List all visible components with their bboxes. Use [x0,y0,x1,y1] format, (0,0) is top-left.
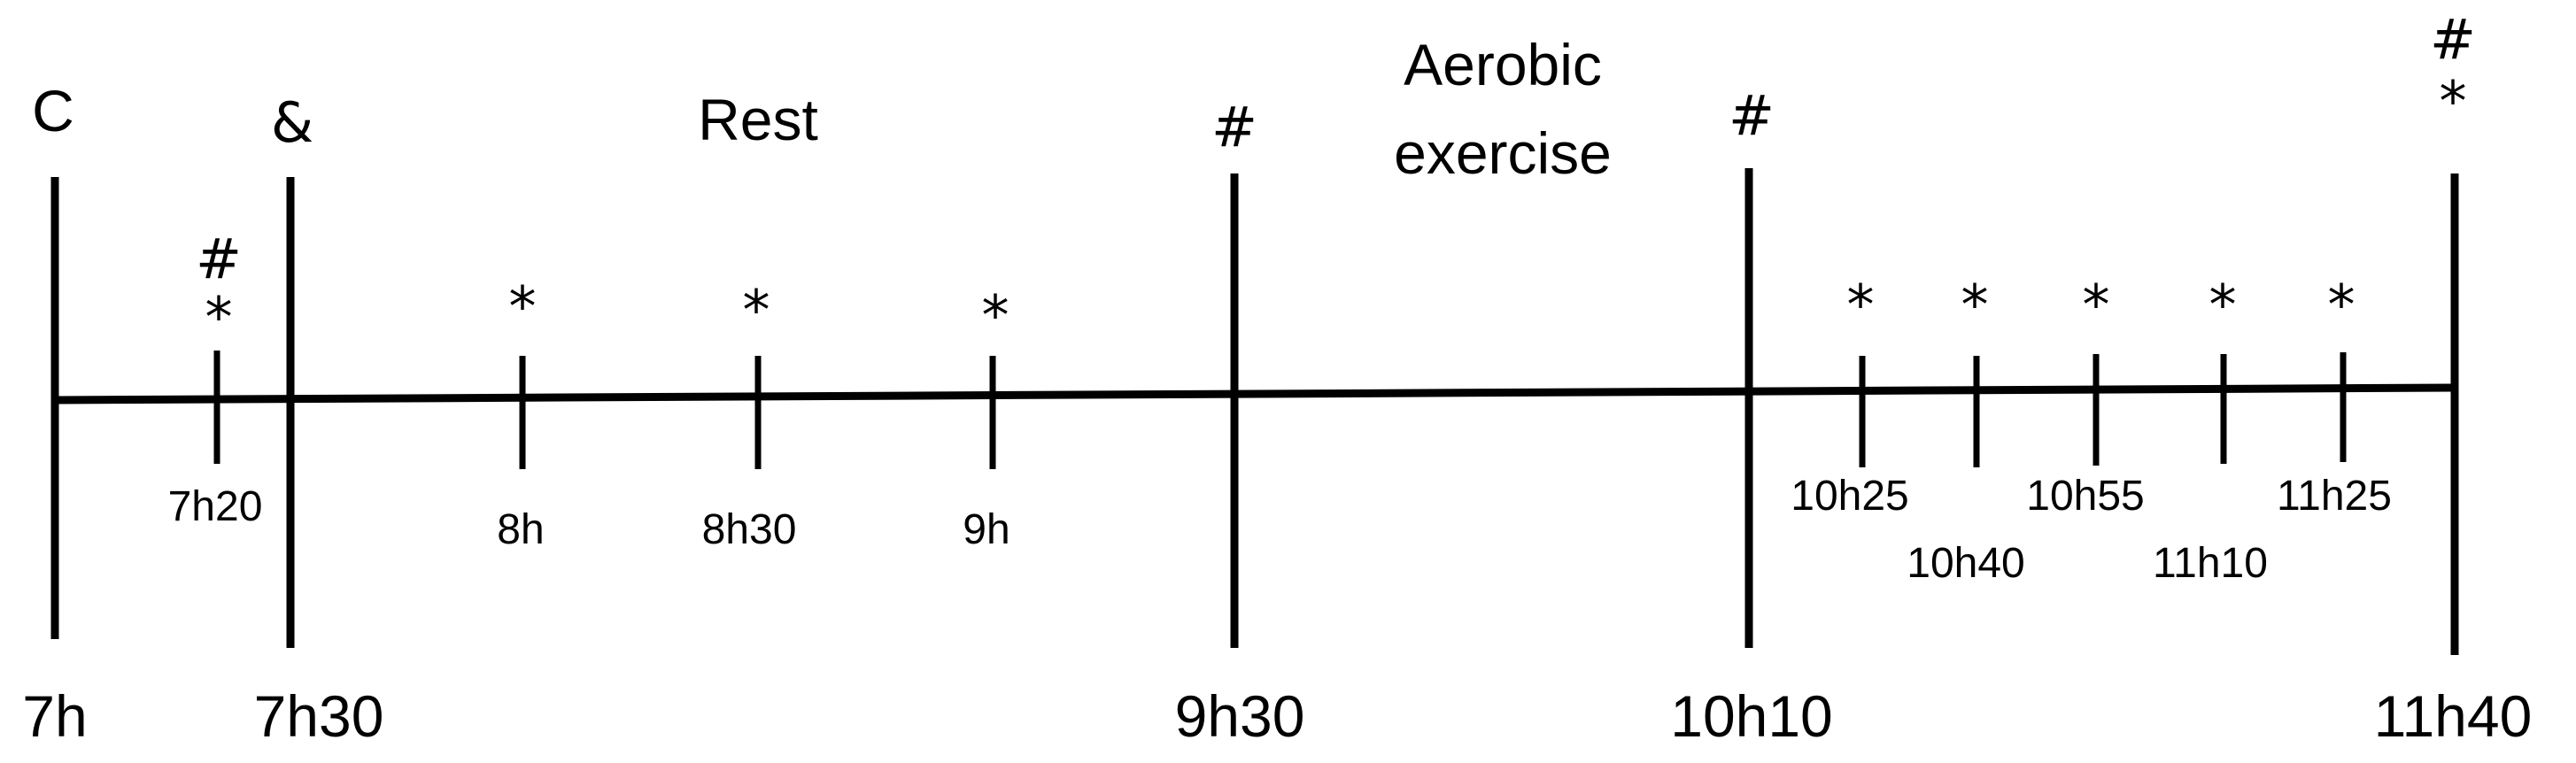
minor-tick-8h30: * 8h30 [702,278,797,553]
major-tick-10h10: # 10h10 [1670,83,1833,749]
asterisk-marker: * [2328,273,2356,337]
condition-label: C [32,78,74,143]
hash-marker: # [1729,83,1775,148]
major-time-label: 10h10 [1670,683,1833,749]
minor-time-label: 9h [963,506,1010,553]
asterisk-marker: * [1847,273,1875,337]
asterisk-marker: * [2209,273,2237,337]
minor-time-label: 10h55 [2026,473,2144,520]
asterisk-marker: * [2083,273,2110,337]
asterisk-marker: * [982,283,1010,348]
major-tick-9h30: # 9h30 [1175,95,1305,749]
minor-time-label: 11h10 [2153,540,2268,587]
hash-marker: # [196,227,242,291]
minor-tick-11h10: * 11h10 [2153,273,2268,587]
minor-time-label: 10h25 [1791,473,1908,520]
ampersand-marker: & [271,90,313,155]
aerobic-phase-label-line2: exercise [1394,120,1612,186]
major-time-label: 9h30 [1175,683,1305,749]
hash-marker: # [2430,7,2476,72]
major-tick-11h40: # * 11h40 [2374,7,2533,749]
minor-time-label: 11h25 [2277,473,2392,520]
aerobic-phase-label-line1: Aerobic [1404,32,1602,97]
major-tick-7h30: & 7h30 [254,90,384,749]
minor-time-label: 8h [497,506,544,553]
minor-time-label: 10h40 [1907,540,2024,587]
major-time-label: 11h40 [2374,683,2533,749]
asterisk-marker: * [509,274,537,339]
minor-tick-10h55: * 10h55 [2026,273,2144,520]
timeline-axis [54,383,2456,405]
major-time-label: 7h [22,683,87,749]
asterisk-marker: * [1961,273,1989,337]
asterisk-marker: * [2440,69,2467,134]
major-time-label: 7h30 [254,683,384,749]
minor-tick-10h40: * 10h40 [1907,273,2024,587]
asterisk-marker: * [743,278,770,343]
minor-tick-7h20: # * 7h20 [168,227,263,530]
minor-tick-8h: * 8h [497,274,544,553]
minor-time-label: 7h20 [168,483,263,530]
rest-phase-label: Rest [698,87,818,152]
minor-time-label: 8h30 [702,506,797,553]
minor-tick-11h25: * 11h25 [2277,273,2392,520]
minor-tick-9h: * 9h [963,283,1010,553]
asterisk-marker: * [205,285,233,350]
major-tick-7h: 7h [22,177,88,749]
hash-marker: # [1211,95,1257,159]
minor-tick-10h25: * 10h25 [1791,273,1908,520]
